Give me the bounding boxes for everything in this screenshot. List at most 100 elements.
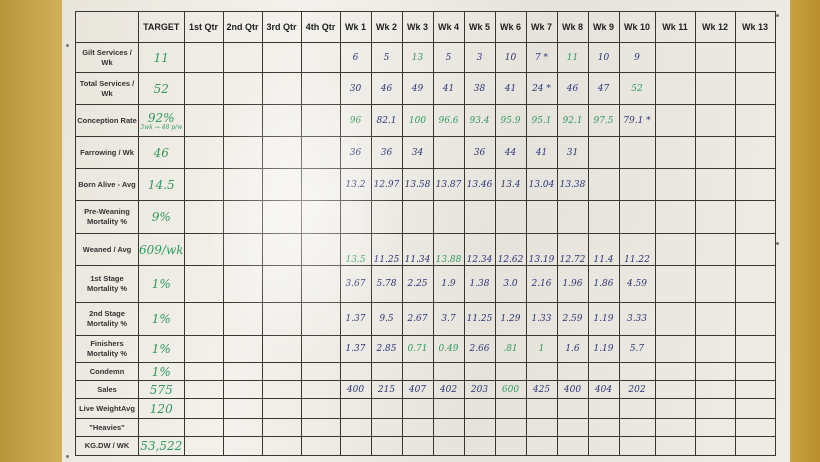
week-cell: 13.5 [339,233,372,266]
quarter-cell [183,168,224,201]
week-cell: 0.49 [432,335,465,363]
week-cell [654,233,696,266]
target-cell: 92% 3wk → 48 p/w [138,104,185,137]
week-cell: 1.37 [339,335,372,363]
table-row: 1st Stage Mortality % 1% 3.67 5.78 2.25 1.9 1.… [75,265,776,303]
week-cell: 11.34 [401,233,434,266]
week-cell [618,136,656,169]
week-cell: 404 [587,380,620,399]
week-cell: 13.19 [525,233,558,266]
week-cell [432,436,465,456]
week-cell [694,42,736,73]
week-cell: 96 [339,104,372,137]
target-value: 11 [153,50,169,65]
week-cell [694,200,736,234]
table-row: Sales 575 400 215 407 402 203 600 425 400 404 202 [75,380,776,399]
mounting-screw [776,14,779,17]
week-cell [654,72,696,105]
table-row: Gilt Services / Wk 11 6 5 13 5 3 10 7 * 11 10 9 [75,42,776,73]
week-cell [654,418,696,437]
week-cell: 2.67 [401,302,434,336]
target-value: 9% [151,210,171,224]
week-cell [525,418,558,437]
week-cell [694,104,736,137]
week-cell [654,200,696,234]
target-value: 120 [149,401,173,416]
table-row: Live WeightAvg 120 [75,398,776,419]
quarter-cell [222,168,263,201]
week-cell [587,362,620,381]
whiteboard: TARGET 1st Qtr 2nd Qtr 3rd Qtr 4th Qtr Wk 1 Wk… [62,0,790,462]
target-value: 1% [151,342,171,356]
week-cell: 1.96 [556,265,589,303]
quarter-cell [300,398,341,419]
table-row: 2nd Stage Mortality % 1% 1.37 9.5 2.67 3.7 11.… [75,302,776,336]
row-label: Live WeightAvg [75,398,139,419]
week-cell [654,380,696,399]
quarter-cell [183,72,224,105]
week-cell [654,335,696,363]
week-cell [463,436,496,456]
quarter-cell [222,380,263,399]
week-cell: 2.25 [401,265,434,303]
week-cell [654,398,696,419]
week-cell [339,200,372,234]
table-row: Total Services / Wk 52 30 46 49 41 38 41 24 * 46 4… [75,72,776,105]
quarter-cell [300,200,341,234]
week-cell [432,398,465,419]
quarter-cell [300,168,341,201]
row-label: Conception Rate [75,104,139,137]
week-cell [339,418,372,437]
week-cell [556,436,589,456]
week-cell [694,265,736,303]
week-cell [587,436,620,456]
mounting-screw [66,455,69,458]
target-cell: 46 [138,136,185,169]
mounting-screw [776,242,779,245]
week-cell [734,418,776,437]
header-column: Wk 3 [401,11,434,43]
table-row: Conception Rate 92% 3wk → 48 p/w 96 82.1 100 9… [75,104,776,137]
week-cell [339,362,372,381]
week-cell: 2.59 [556,302,589,336]
quarter-cell [300,42,341,73]
week-cell [525,398,558,419]
week-cell: 2.16 [525,265,558,303]
week-cell: 202 [618,380,656,399]
week-cell: 3.67 [339,265,372,303]
quarter-cell [261,398,302,419]
header-label-cell [75,11,139,43]
week-cell [463,200,496,234]
table-row: "Heavies" [75,418,776,437]
week-cell: 1.86 [587,265,620,303]
week-cell: 5 [370,42,403,73]
week-cell [432,362,465,381]
week-cell [618,200,656,234]
week-cell: 93.4 [463,104,496,137]
week-cell [401,436,434,456]
week-cell [432,200,465,234]
header-column: 1st Qtr [183,11,224,43]
week-cell: 425 [525,380,558,399]
header-target: TARGET [138,11,185,43]
quarter-cell [222,418,263,437]
quarter-cell [261,168,302,201]
week-cell [734,436,776,456]
wall [788,0,820,462]
week-cell [618,436,656,456]
target-cell: 609/wk [138,233,185,266]
week-cell: 600 [494,380,527,399]
week-cell: 46 [370,72,403,105]
quarter-cell [300,335,341,363]
header-column: Wk 11 [654,11,696,43]
week-cell [556,362,589,381]
quarter-cell [222,42,263,73]
target-note: 3wk → 48 p/w [140,123,183,131]
week-cell: 2.85 [370,335,403,363]
week-cell: 9 [618,42,656,73]
week-cell [432,136,465,169]
quarter-cell [261,302,302,336]
header-column: Wk 13 [734,11,776,43]
week-cell: 400 [556,380,589,399]
week-cell [734,200,776,234]
